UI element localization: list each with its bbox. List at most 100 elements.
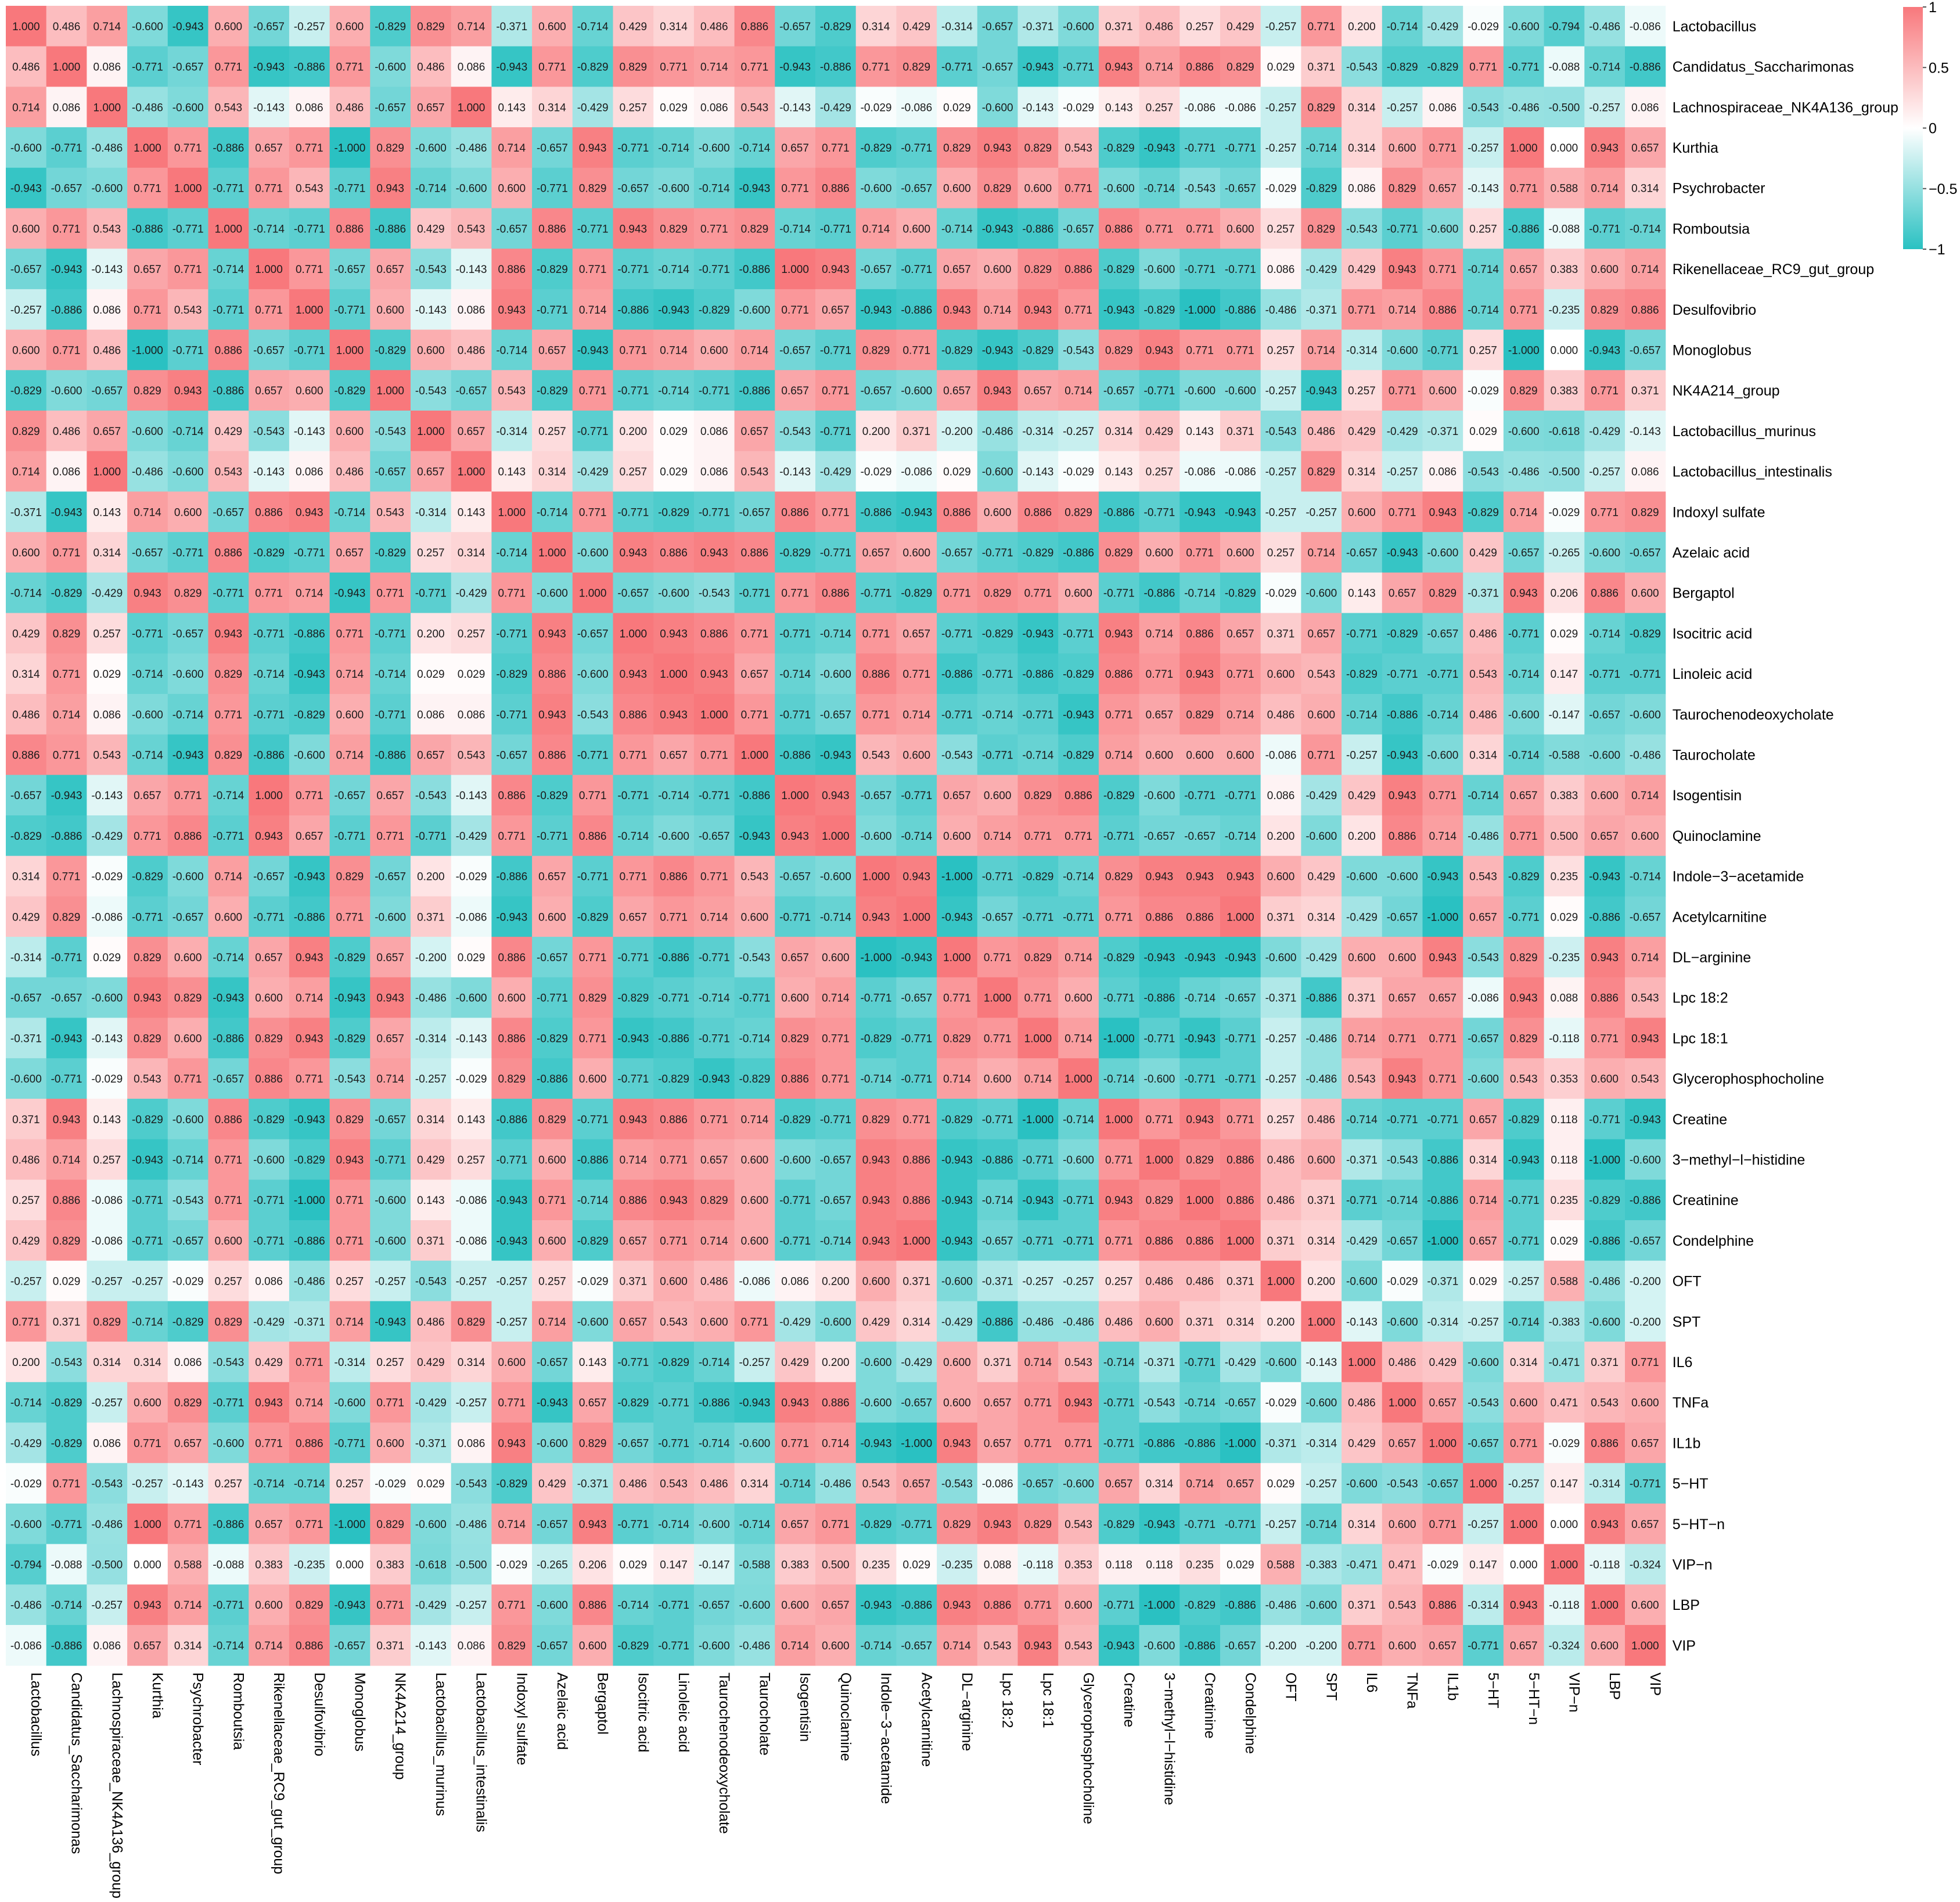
cell-value-label: -0.600 — [1144, 1640, 1175, 1652]
cell-value-label: 1.000 — [579, 588, 607, 600]
cell-value-label: 0.657 — [376, 264, 404, 276]
cell-value-label: -0.600 — [1144, 264, 1175, 276]
cell-value-label: 0.886 — [660, 871, 688, 883]
cell-value-label: -0.714 — [1184, 1397, 1215, 1410]
cell-value-label: -0.771 — [1630, 668, 1661, 681]
cell-value-label: -0.943 — [51, 506, 82, 519]
heatmap-cell — [370, 46, 411, 87]
cell-value-label: -0.257 — [1468, 1519, 1499, 1531]
cell-value-label: -0.829 — [537, 790, 568, 802]
cell-value-label: -0.543 — [739, 952, 771, 964]
cell-value-label: 0.714 — [174, 1599, 202, 1612]
cell-value-label: -0.943 — [1427, 871, 1458, 883]
cell-value-label: -0.771 — [132, 62, 163, 74]
cell-value-label: 0.257 — [1267, 223, 1295, 235]
cell-value-label: 0.714 — [1024, 1357, 1052, 1369]
heatmap-cell — [451, 6, 492, 47]
cell-value-label: -0.771 — [253, 1235, 285, 1247]
cell-value-label: -0.200 — [941, 426, 973, 438]
cell-value-label: 0.029 — [620, 1559, 648, 1571]
cell-value-label: -0.829 — [779, 547, 811, 559]
heatmap-cell — [1058, 46, 1099, 87]
heatmap-cell — [167, 167, 209, 209]
cell-value-label: -0.371 — [1144, 1357, 1175, 1369]
cell-value-label: 0.600 — [1227, 749, 1254, 761]
heatmap-cell — [1584, 127, 1625, 168]
heatmap-cell — [491, 127, 533, 168]
heatmap-cell — [249, 289, 290, 330]
row-label: OFT — [1673, 1274, 1702, 1290]
row-label: Candidatus_Saccharimonas — [1673, 59, 1854, 75]
cell-value-label: 0.657 — [822, 304, 850, 317]
cell-value-label: 0.771 — [1105, 911, 1133, 923]
cell-value-label: 0.314 — [741, 1478, 769, 1490]
cell-value-label: 0.829 — [1227, 62, 1254, 74]
cell-value-label: 0.314 — [93, 547, 121, 559]
heatmap-cell — [208, 127, 249, 168]
cell-value-label: 0.657 — [781, 142, 809, 154]
cell-value-label: -0.600 — [941, 1276, 973, 1288]
heatmap-cell — [208, 208, 249, 249]
heatmap-cell — [1503, 329, 1545, 371]
cell-value-label: 1.000 — [1510, 142, 1538, 154]
cell-value-label: 0.886 — [862, 668, 890, 681]
cell-value-label: -0.943 — [1387, 547, 1418, 559]
cell-value-label: 0.771 — [255, 183, 283, 195]
cell-value-label: -0.771 — [213, 830, 244, 843]
cell-value-label: -0.600 — [699, 1640, 730, 1652]
cell-value-label: -0.086 — [1265, 749, 1297, 761]
cell-value-label: 0.771 — [1024, 1397, 1052, 1410]
cell-value-label: 0.657 — [1389, 588, 1416, 600]
cell-value-label: 0.886 — [902, 1154, 930, 1166]
cell-value-label: 0.657 — [984, 1397, 1012, 1410]
cell-value-label: 0.771 — [1307, 21, 1335, 33]
cell-value-label: -0.486 — [1630, 749, 1661, 761]
cell-value-label: 0.771 — [741, 62, 769, 74]
cell-value-label: -0.429 — [91, 588, 123, 600]
cell-value-label: 0.486 — [417, 1316, 445, 1328]
cell-value-label: -0.371 — [577, 1478, 609, 1490]
cell-value-label: 0.429 — [255, 1357, 283, 1369]
heatmap-cell — [289, 289, 330, 330]
cell-value-label: 0.829 — [1105, 344, 1133, 357]
cell-value-label: -0.543 — [699, 588, 730, 600]
cell-value-label: 0.771 — [700, 749, 728, 761]
cell-value-label: -0.771 — [658, 1397, 689, 1410]
heatmap-cell — [1382, 46, 1423, 87]
cell-value-label: 0.771 — [296, 142, 323, 154]
cell-value-label: -0.714 — [1508, 1316, 1540, 1328]
cell-value-label: 0.314 — [134, 1357, 161, 1369]
cell-value-label: 0.771 — [1105, 1154, 1133, 1166]
cell-value-label: -0.771 — [253, 628, 285, 640]
cell-value-label: -0.714 — [253, 1478, 285, 1490]
cell-value-label: -0.086 — [739, 1276, 771, 1288]
cell-value-label: -0.543 — [415, 1276, 447, 1288]
cell-value-label: -0.486 — [1589, 21, 1620, 33]
cell-value-label: 0.543 — [1631, 1073, 1659, 1085]
heatmap-cell — [896, 87, 937, 128]
row-label: Lpc 18:1 — [1673, 1030, 1728, 1047]
cell-value-label: 0.314 — [538, 466, 566, 479]
cell-value-label: -0.771 — [172, 223, 204, 235]
cell-value-label: 0.543 — [1064, 1519, 1092, 1531]
cell-value-label: -0.714 — [1589, 628, 1620, 640]
cell-value-label: -0.086 — [91, 1235, 123, 1247]
cell-value-label: -0.943 — [982, 223, 1013, 235]
cell-value-label: 0.486 — [336, 466, 364, 479]
heatmap-cell — [46, 289, 87, 330]
cell-value-label: -0.771 — [779, 628, 811, 640]
cell-value-label: 0.886 — [255, 506, 283, 519]
row-label: Isocitric acid — [1673, 625, 1753, 642]
cell-value-label: -0.383 — [1306, 1559, 1337, 1571]
heatmap-cell — [693, 46, 735, 87]
cell-value-label: -0.886 — [861, 506, 892, 519]
cell-value-label: 0.886 — [1186, 911, 1214, 923]
heatmap-cell — [1301, 87, 1342, 128]
cell-value-label: -0.600 — [537, 1599, 568, 1612]
row-label: IL6 — [1673, 1354, 1693, 1371]
cell-value-label: 0.829 — [1024, 142, 1052, 154]
cell-value-label: -0.657 — [617, 588, 649, 600]
cell-value-label: -0.265 — [537, 1559, 568, 1571]
cell-value-label: 0.588 — [1551, 183, 1578, 195]
cell-value-label: -0.543 — [1265, 426, 1297, 438]
